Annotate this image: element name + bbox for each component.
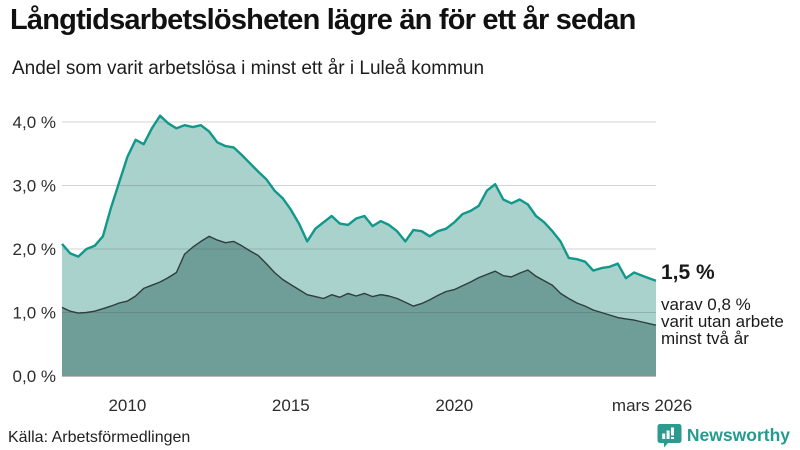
source-credit: Källa: Arbetsförmedlingen <box>8 429 191 446</box>
y-tick-label: 3,0 % <box>13 177 56 196</box>
y-tick-label: 4,0 % <box>13 113 56 132</box>
x-tick-label: 2015 <box>272 396 310 415</box>
x-tick-label: 2020 <box>435 396 473 415</box>
y-tick-label: 2,0 % <box>13 240 56 259</box>
brand-name: Newsworthy <box>686 425 790 445</box>
line-minst-tva-ar <box>61 235 657 326</box>
page-title: Långtidsarbetslösheten lägre än för ett … <box>10 4 636 36</box>
annotation-line-2: varit utan arbete <box>661 312 784 331</box>
y-tick-label: 1,0 % <box>13 304 56 323</box>
area-fill-minst-tva-ar <box>62 236 656 376</box>
end-annotation: 1,5 % varav 0,8 % varit utan arbete mins… <box>661 261 796 347</box>
newsworthy-logo: Newsworthy <box>657 423 790 448</box>
y-tick-label: 0,0 % <box>13 367 56 386</box>
line-minst-ett-ar <box>61 114 657 282</box>
x-tick-label: 2010 <box>108 396 146 415</box>
newsworthy-bubble-chart-icon <box>657 424 682 448</box>
chart-subtitle: Andel som varit arbetslösa i minst ett å… <box>12 58 485 79</box>
x-tick-label: mars 2026 <box>612 396 692 415</box>
end-value-label: 1,5 % <box>661 261 715 284</box>
annotation-line-1: varav 0,8 % <box>661 295 751 314</box>
annotation-line-3: minst två år <box>661 329 749 348</box>
